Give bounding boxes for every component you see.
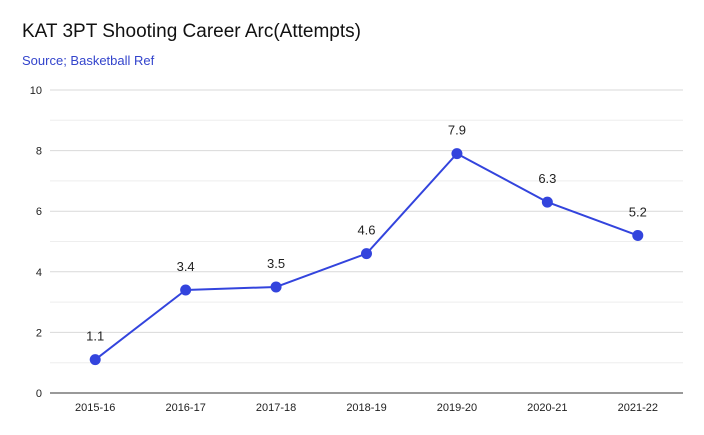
data-point: [361, 248, 372, 260]
data-point: [632, 229, 644, 241]
x-tick-label: 2016-17: [165, 402, 205, 414]
data-point: [451, 148, 463, 160]
data-labels: 1.1 3.4 3.5 4.6 7.9 6.3 5.2: [86, 123, 647, 344]
data-point: [89, 354, 101, 366]
data-label: 7.9: [448, 123, 466, 138]
data-label: 1.1: [86, 329, 104, 344]
y-tick-label: 10: [30, 85, 42, 97]
y-tick-label: 6: [36, 206, 42, 218]
x-tick-label: 2017-18: [256, 402, 296, 414]
gridlines: [50, 89, 683, 364]
data-label: 4.6: [357, 223, 375, 238]
data-label: 3.4: [177, 259, 195, 274]
x-tick-label: 2021-22: [618, 402, 658, 414]
data-point: [541, 196, 553, 208]
x-tick-label: 2020-21: [527, 402, 567, 414]
y-tick-label: 0: [36, 388, 42, 400]
x-tick-label: 2018-19: [346, 402, 386, 414]
y-tick-label: 8: [36, 146, 42, 158]
data-point: [180, 284, 192, 296]
y-tick-label: 2: [36, 327, 42, 339]
chart-subtitle: Source; Basketball Ref: [22, 53, 155, 68]
data-label: 3.5: [267, 256, 285, 271]
y-axis-ticks: 0 2 4 6 8 10: [30, 85, 42, 400]
data-label: 5.2: [629, 204, 647, 219]
x-axis-ticks: 2015-16 2016-17 2017-18 2018-19 2019-20 2020-…: [75, 402, 658, 414]
y-tick-label: 4: [36, 267, 42, 279]
data-point: [270, 281, 282, 293]
series: [89, 148, 644, 366]
x-tick-label: 2015-16: [75, 402, 115, 414]
data-label: 6.3: [538, 171, 556, 186]
chart-title: KAT 3PT Shooting Career Arc(Attempts): [22, 21, 361, 42]
x-tick-label: 2019-20: [437, 402, 477, 414]
